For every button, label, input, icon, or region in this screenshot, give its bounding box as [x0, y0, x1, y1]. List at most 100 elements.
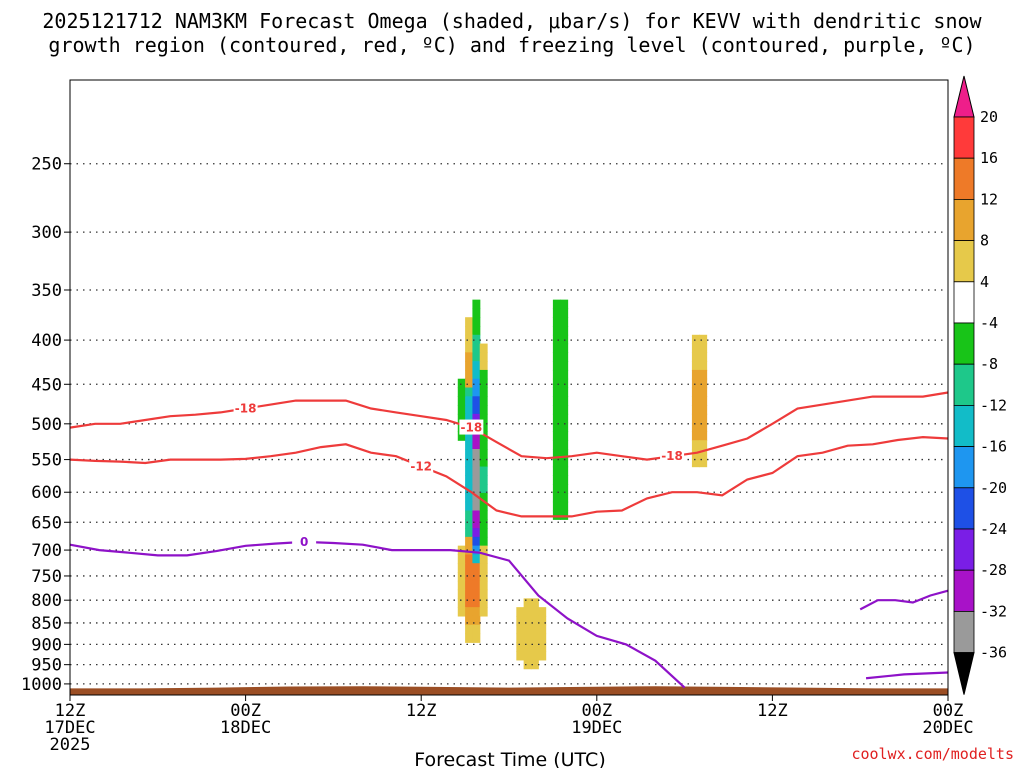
- omega-cell: [472, 580, 481, 591]
- freezing-level-contour-east: [859, 589, 949, 611]
- omega-cell: [472, 519, 481, 529]
- dgz-contour-minus12: [69, 435, 949, 518]
- omega-cell: [552, 378, 561, 389]
- omega-cell: [691, 457, 700, 468]
- y-tick-label: 800: [31, 591, 62, 611]
- omega-cell: [699, 361, 708, 371]
- omega-cell: [457, 378, 466, 389]
- omega-cell: [472, 633, 481, 643]
- omega-cell: [560, 396, 569, 406]
- omega-cell: [465, 519, 474, 529]
- omega-cell: [560, 457, 569, 468]
- omega-cell: [516, 651, 525, 661]
- omega-cell: [479, 457, 488, 468]
- omega-cell: [538, 651, 547, 661]
- dgz-contour-minus18-label-bg: [233, 400, 258, 416]
- x-tick-label: 20DEC: [922, 718, 973, 738]
- omega-cell: [552, 422, 561, 433]
- omega-cell: [472, 536, 481, 547]
- colorbar-label: -20: [980, 479, 1007, 497]
- x-tick-label: 00Z: [933, 701, 964, 721]
- omega-cell: [472, 396, 481, 406]
- omega-cell: [560, 387, 569, 397]
- omega-cell: [552, 501, 561, 512]
- omega-cell: [552, 317, 561, 327]
- omega-cell: [560, 484, 569, 494]
- credit-link[interactable]: coolwx.com/modelts: [851, 745, 1014, 763]
- omega-cell: [465, 457, 474, 468]
- omega-cell: [560, 317, 569, 327]
- omega-cell: [472, 431, 481, 441]
- omega-cell: [479, 528, 488, 538]
- omega-cell: [472, 352, 481, 362]
- omega-cell: [465, 633, 474, 643]
- omega-cell: [691, 387, 700, 397]
- omega-cell: [465, 536, 474, 547]
- omega-cell: [479, 589, 488, 599]
- omega-cell: [479, 387, 488, 397]
- omega-cell: [530, 598, 539, 608]
- omega-cell: [560, 413, 569, 424]
- omega-cell: [465, 396, 474, 406]
- omega-cell: [457, 607, 466, 617]
- omega-cell: [552, 492, 561, 503]
- omega-cell: [472, 589, 481, 599]
- y-tick-label: 650: [31, 513, 62, 533]
- omega-cell: [691, 361, 700, 371]
- omega-cell: [523, 642, 532, 652]
- colorbar-segment: [953, 528, 975, 571]
- omega-cell: [538, 642, 547, 652]
- omega-cell: [699, 352, 708, 362]
- omega-cell: [691, 422, 700, 433]
- omega-cell: [472, 308, 481, 318]
- x-tick-label: 17DEC: [44, 718, 95, 738]
- omega-cell: [552, 466, 561, 476]
- omega-cell: [479, 554, 488, 564]
- omega-cell: [530, 633, 539, 643]
- colorbar-label: 20: [980, 108, 998, 126]
- colorbar-label: -24: [980, 520, 1007, 538]
- omega-cell: [472, 624, 481, 635]
- ground-fill: [70, 686, 948, 695]
- omega-cell: [479, 598, 488, 608]
- omega-cell: [691, 431, 700, 441]
- omega-cell: [465, 580, 474, 591]
- omega-cell: [465, 554, 474, 564]
- colorbar-label: -36: [980, 644, 1007, 662]
- omega-cell: [552, 475, 561, 485]
- omega-cell: [479, 352, 488, 362]
- omega-cell: [465, 528, 474, 538]
- omega-cell: [552, 396, 561, 406]
- omega-cell: [552, 431, 561, 441]
- omega-cell: [472, 563, 481, 573]
- omega-cell: [523, 624, 532, 635]
- omega-cell: [516, 633, 525, 643]
- omega-cell: [465, 343, 474, 353]
- y-tick-label: 1000: [21, 675, 62, 695]
- x-tick-label: 00Z: [230, 701, 261, 721]
- colorbar-segment: [953, 116, 975, 159]
- omega-cell: [457, 396, 466, 406]
- omega-cell: [560, 405, 569, 415]
- colorbar-segment: [953, 363, 975, 406]
- omega-cell: [560, 299, 569, 310]
- omega-cell: [472, 378, 481, 389]
- omega-cell: [457, 589, 466, 599]
- omega-cell: [472, 492, 481, 503]
- omega-cell: [699, 387, 708, 397]
- omega-cell: [552, 510, 561, 520]
- colorbar-label: -32: [980, 602, 1007, 620]
- dgz-contour-minus12-label-bg: [409, 458, 434, 474]
- omega-cell: [479, 607, 488, 617]
- omega-cell: [691, 369, 700, 380]
- omega-cell: [552, 326, 561, 336]
- omega-cell: [552, 449, 561, 459]
- y-tick-label: 850: [31, 614, 62, 634]
- omega-cell: [552, 387, 561, 397]
- omega-cell: [479, 484, 488, 494]
- omega-cell: [523, 651, 532, 661]
- y-tick-label: 600: [31, 483, 62, 503]
- omega-cell: [472, 361, 481, 371]
- omega-cell: [560, 308, 569, 318]
